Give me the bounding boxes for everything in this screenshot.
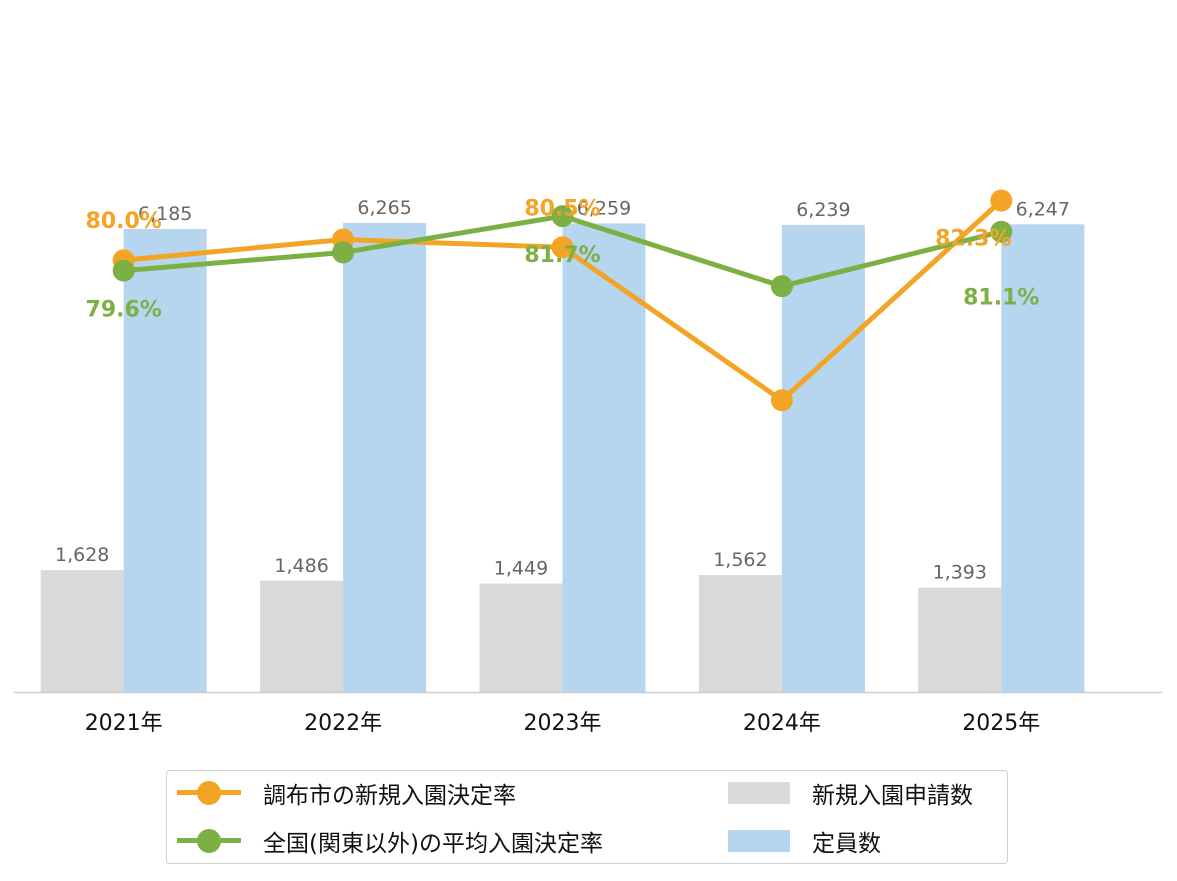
data-label-city-rate-4: 82.3% — [935, 227, 1011, 252]
data-label-national-rate-2: 81.7% — [524, 243, 600, 268]
bar-capacity-2 — [562, 223, 646, 692]
bar-applications-0 — [40, 570, 124, 692]
legend: 調布市の新規入園決定率 全国(関東以外)の平均入園決定率 新規入園申請数 定員数 — [166, 770, 1008, 864]
bar-value-label-capacity-2: 6,259 — [577, 197, 631, 219]
labels-layer: 1,628 6,185 1,486 6,265 1,449 6,259 1,562 6,239… — [55, 196, 1070, 583]
bar-value-label-applications-2: 1,449 — [494, 558, 548, 580]
legend-label-national-rate: 全国(関東以外)の平均入園決定率 — [263, 831, 603, 857]
point-national-rate-1 — [332, 241, 355, 264]
bar-value-label-applications-0: 1,628 — [55, 544, 109, 566]
bar-value-label-capacity-4: 6,247 — [1016, 198, 1070, 220]
bar-capacity-4 — [1001, 224, 1085, 693]
legend-label-capacity: 定員数 — [812, 831, 881, 857]
bar-capacity-1 — [343, 222, 427, 693]
legend-item-national-rate: 全国(関東以外)の平均入園決定率 — [177, 826, 603, 857]
bar-value-label-applications-4: 1,393 — [933, 562, 987, 584]
bar-value-label-applications-1: 1,486 — [274, 555, 328, 577]
bar-value-label-capacity-1: 6,265 — [357, 197, 411, 219]
legend-swatch-gray — [728, 782, 790, 804]
legend-swatch-blue — [728, 830, 790, 852]
point-national-rate-0 — [112, 259, 135, 282]
chart: 1,628 6,185 1,486 6,265 1,449 6,259 1,562 6,239… — [14, 189, 1162, 736]
point-city-rate-3 — [770, 389, 793, 412]
legend-item-applications: 新規入園申請数 — [728, 778, 973, 809]
bar-value-label-capacity-3: 6,239 — [796, 199, 850, 221]
legend-item-capacity: 定員数 — [728, 826, 881, 857]
data-label-national-rate-4: 81.1% — [963, 286, 1039, 311]
bar-applications-2 — [479, 583, 563, 692]
bar-applications-3 — [698, 575, 782, 692]
point-city-rate-2 — [551, 236, 574, 259]
legend-label-city-rate: 調布市の新規入園決定率 — [263, 783, 516, 809]
x-tick-label-2: 2023年 — [524, 711, 602, 736]
point-national-rate-3 — [770, 275, 793, 298]
bar-value-label-capacity-0: 6,185 — [138, 203, 192, 225]
bar-capacity-0 — [123, 228, 207, 693]
legend-line-marker-orange — [177, 778, 241, 808]
bars-layer — [40, 222, 1085, 693]
lines-layer — [112, 189, 1013, 412]
bar-applications-4 — [918, 587, 1002, 692]
data-label-city-rate-0: 80.0% — [86, 209, 162, 234]
data-label-national-rate-0: 79.6% — [86, 298, 162, 323]
bar-capacity-3 — [781, 224, 865, 692]
legend-item-city-rate: 調布市の新規入園決定率 — [177, 778, 516, 809]
x-tick-label-1: 2022年 — [304, 711, 382, 736]
point-city-rate-4 — [990, 189, 1013, 212]
x-tick-labels: 2021年 2022年 2023年 2024年 2025年 — [85, 711, 1041, 736]
x-tick-label-4: 2025年 — [962, 711, 1040, 736]
point-national-rate-4 — [990, 220, 1013, 243]
bar-value-label-applications-3: 1,562 — [713, 549, 767, 571]
legend-label-applications: 新規入園申請数 — [812, 783, 973, 809]
data-label-city-rate-2: 80.5% — [524, 196, 600, 221]
bar-applications-1 — [260, 580, 344, 692]
x-tick-label-0: 2021年 — [85, 711, 163, 736]
legend-line-marker-green — [177, 826, 241, 856]
x-tick-label-3: 2024年 — [743, 711, 821, 736]
point-national-rate-2 — [551, 205, 574, 228]
